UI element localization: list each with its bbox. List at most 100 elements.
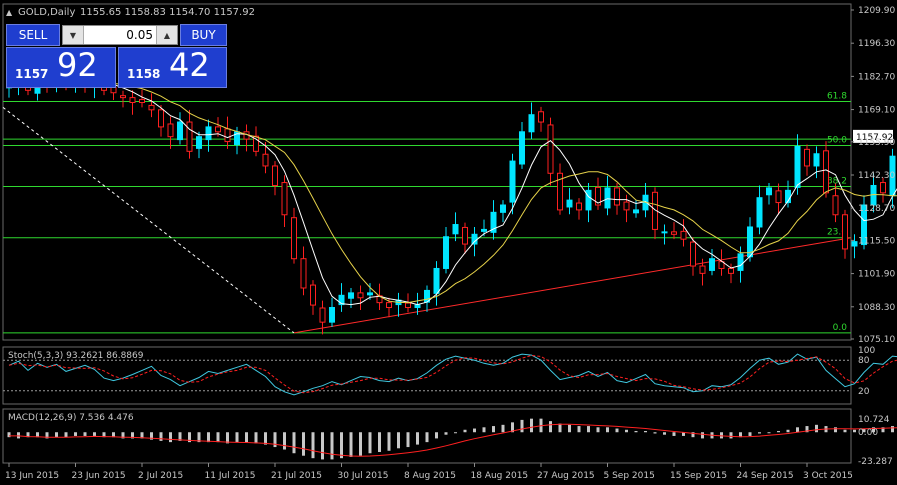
macd-histogram-bar — [93, 432, 96, 436]
candle-body — [614, 187, 620, 206]
macd-tick-label: 0.00 — [858, 428, 878, 438]
macd-histogram-bar — [653, 432, 657, 434]
candle-body — [804, 148, 810, 167]
date-tick-label: 3 Oct 2015 — [803, 471, 853, 481]
date-tick-label: 15 Sep 2015 — [670, 471, 727, 481]
macd-histogram-bar — [406, 432, 410, 448]
macd-histogram-bar — [444, 432, 448, 435]
candle-body — [794, 145, 801, 188]
macd-histogram-bar — [577, 426, 581, 433]
macd-histogram-bar — [302, 432, 305, 456]
candle-body — [291, 217, 297, 260]
lot-increase-icon[interactable]: ▲ — [156, 26, 177, 44]
candle-body — [120, 95, 126, 99]
macd-histogram-bar — [55, 432, 58, 438]
candle-body — [158, 109, 164, 128]
candle-body — [338, 294, 345, 306]
candle-body — [823, 150, 829, 194]
candle-body — [766, 187, 772, 196]
candle-body — [433, 267, 440, 294]
macd-histogram-bar — [834, 427, 837, 433]
ma-fast-line — [8, 77, 897, 306]
candle-body — [177, 121, 183, 141]
macd-histogram-bar — [625, 429, 628, 433]
lot-size-field[interactable]: ▼ 0.05 ▲ — [62, 25, 178, 45]
candle-body — [576, 202, 582, 211]
price-tick-label: 1101.90 — [858, 270, 895, 280]
macd-histogram-bar — [321, 432, 324, 460]
one-click-trading-panel: SELL ▼ 0.05 ▲ BUY 1157 92 1158 42 — [6, 24, 227, 88]
date-tick-label: 21 Jul 2015 — [271, 471, 322, 481]
price-tick-label: 1115.50 — [858, 236, 895, 246]
fib-label-0: 61.8 — [827, 92, 847, 102]
macd-histogram-bar — [615, 428, 619, 433]
macd-histogram-bar — [881, 427, 885, 433]
candle-body — [443, 236, 449, 269]
candle-body — [547, 124, 554, 174]
macd-histogram-bar — [273, 432, 277, 448]
candle-body — [509, 160, 516, 203]
chart-symbol: GOLD,Daily — [18, 7, 75, 18]
axes: 1157.92 1209.90 1196.30 1182.70 1169.10 1155.… — [5, 6, 895, 481]
date-tick-label: 24 Sep 2015 — [737, 471, 794, 481]
sell-price[interactable]: 1157 92 — [6, 46, 116, 88]
macd-histogram-bar — [729, 432, 733, 439]
macd-histogram-bar — [492, 426, 495, 433]
macd-histogram-bar — [264, 432, 267, 445]
lot-decrease-icon[interactable]: ▼ — [63, 26, 84, 44]
fib-label-4: 0.0 — [833, 323, 848, 333]
macd-histogram-bar — [330, 432, 334, 460]
buy-price[interactable]: 1158 42 — [118, 46, 227, 88]
buy-price-main: 1158 — [127, 67, 161, 81]
candle-body — [585, 189, 592, 211]
macd-histogram-bar — [7, 432, 11, 438]
candle-body — [167, 123, 174, 138]
sell-price-main: 1157 — [15, 67, 49, 81]
price-tick-label: 1182.70 — [858, 72, 895, 82]
candle-body — [462, 226, 468, 245]
macd-histogram-bar — [720, 432, 723, 439]
stoch-level-label: 20 — [858, 387, 870, 397]
candle-body — [519, 131, 525, 165]
macd-histogram-bar — [359, 432, 362, 456]
candle-body — [709, 258, 715, 271]
buy-button[interactable]: BUY — [180, 24, 227, 46]
candle-body — [690, 241, 696, 267]
candle-body — [205, 126, 212, 141]
ma-slow-line — [8, 77, 897, 304]
macd-histogram-bar — [891, 426, 894, 433]
candle-body — [348, 292, 354, 299]
price-tick-label: 1169.10 — [858, 106, 895, 116]
macd-histogram-bar — [245, 432, 248, 443]
chart-ohlc: 1155.65 1158.83 1154.70 1157.92 — [80, 7, 255, 18]
candle-body — [728, 267, 734, 274]
macd-histogram-bar — [102, 432, 106, 438]
macd-histogram-bar — [463, 429, 467, 433]
macd-histogram-bar — [473, 428, 476, 433]
macd-histogram-bar — [482, 427, 486, 433]
macd-histogram-bar — [634, 431, 638, 433]
macd-histogram-bar — [606, 427, 609, 433]
macd-histogram-bar — [853, 429, 856, 433]
candle-body — [215, 126, 221, 133]
candle-body — [224, 128, 231, 143]
date-tick-label: 2 Jul 2015 — [138, 471, 183, 481]
candle-body — [680, 230, 687, 240]
date-tick-label: 13 Jun 2015 — [5, 471, 59, 481]
candle-body — [281, 182, 288, 216]
sell-button[interactable]: SELL — [6, 24, 60, 46]
candle-body — [851, 241, 858, 247]
stoch-level-label: 80 — [858, 356, 870, 366]
macd-histogram-bar — [150, 432, 153, 440]
macd-histogram-bar — [786, 429, 790, 433]
macd-histogram-bar — [112, 432, 115, 438]
macd-histogram-bar — [767, 432, 771, 434]
macd-histogram-bar — [568, 424, 571, 433]
lot-size-value[interactable]: 0.05 — [126, 28, 153, 42]
macd-histogram-bar — [663, 432, 666, 435]
macd-histogram-bar — [378, 432, 381, 453]
candle-body — [319, 307, 326, 323]
macd-histogram-bar — [17, 432, 20, 439]
macd-histogram-bar — [748, 432, 752, 436]
macd-histogram-bar — [815, 424, 818, 433]
